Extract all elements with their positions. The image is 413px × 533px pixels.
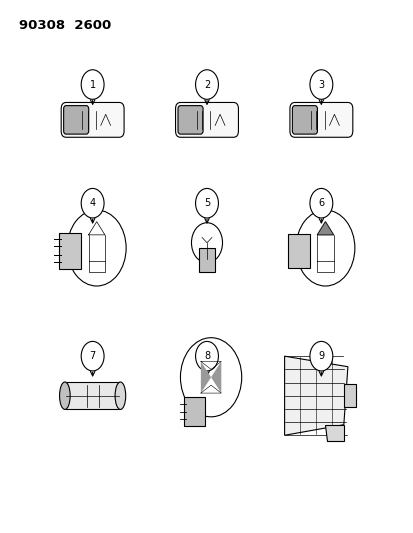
Polygon shape [200,361,211,393]
FancyBboxPatch shape [61,102,124,138]
Polygon shape [211,361,221,393]
FancyBboxPatch shape [175,102,238,138]
Text: 9: 9 [318,351,324,361]
Text: 7: 7 [89,351,95,361]
FancyBboxPatch shape [343,384,355,407]
Polygon shape [284,356,347,435]
Circle shape [81,342,104,371]
Polygon shape [325,425,343,441]
Circle shape [295,210,354,286]
Ellipse shape [115,382,126,409]
Circle shape [309,189,332,218]
Circle shape [195,189,218,218]
Bar [287,233,309,268]
Text: 6: 6 [318,198,324,208]
Circle shape [180,338,241,417]
Text: 4: 4 [89,198,95,208]
Text: 3: 3 [318,79,324,90]
Ellipse shape [59,382,70,409]
FancyBboxPatch shape [64,106,88,134]
Text: 2: 2 [203,79,210,90]
FancyBboxPatch shape [289,102,352,138]
FancyBboxPatch shape [178,106,203,134]
FancyBboxPatch shape [292,106,317,134]
Circle shape [191,223,222,263]
Text: 8: 8 [204,351,209,361]
Polygon shape [316,222,333,235]
Text: 5: 5 [203,198,210,208]
Bar [59,233,81,269]
Bar [184,397,205,426]
Text: 1: 1 [89,79,95,90]
Circle shape [81,189,104,218]
Circle shape [81,70,104,99]
FancyBboxPatch shape [65,382,120,409]
Circle shape [67,210,126,286]
Circle shape [309,70,332,99]
Circle shape [309,342,332,371]
Text: 90308  2600: 90308 2600 [19,19,111,31]
Bar [198,248,215,272]
Circle shape [195,342,218,371]
Circle shape [195,70,218,99]
